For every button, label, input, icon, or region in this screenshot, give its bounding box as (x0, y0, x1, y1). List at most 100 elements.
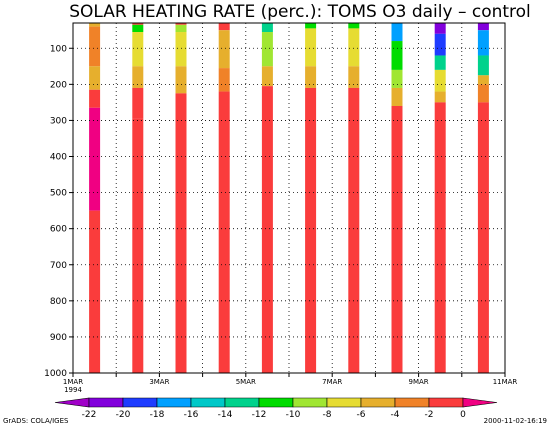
footer-right: 2000-11-02-16:19 (484, 417, 547, 425)
y-tick-label-1: 100 (50, 44, 67, 54)
colorbar-label-3: -18 (150, 410, 165, 420)
y-tick-label-9: 900 (50, 333, 67, 343)
colorbar-label-9: -6 (357, 410, 366, 420)
column-2-band-3 (132, 32, 144, 67)
column-8-band-2 (391, 41, 403, 70)
column-6-band-4 (305, 87, 317, 373)
column-10-band-4 (477, 75, 489, 85)
column-9-band-4 (434, 69, 446, 92)
colorbar-segment-2 (88, 397, 124, 408)
colorbar-label-4: -16 (184, 410, 199, 420)
x-tick-label-6: 11MAR (493, 378, 518, 386)
colorbar-segment-13 (462, 397, 498, 408)
column-2-band-1 (132, 23, 144, 25)
column-3-band-4 (175, 66, 187, 94)
column-8-band-5 (391, 105, 403, 374)
column-1-band-5 (89, 107, 101, 211)
column-5-band-2 (261, 32, 273, 67)
column-4-band-1 (218, 23, 230, 31)
column-8-band-1 (391, 23, 403, 42)
x-tick-label-1: 1MAR (63, 378, 83, 386)
x-axis: 1MAR 3MAR 5MAR 7MAR 9MAR 11MAR 1994 (63, 373, 518, 394)
colorbar-segment-10 (360, 397, 396, 408)
colorbar-label-6: -12 (252, 410, 267, 420)
column-9-band-6 (434, 102, 446, 374)
x-tick-label-2: 3MAR (149, 378, 169, 386)
column-6-band-3 (305, 66, 317, 88)
grid (73, 23, 505, 373)
column-7-band-2 (348, 28, 360, 67)
colorbar-label-10: -4 (391, 410, 400, 420)
column-10-band-5 (477, 84, 489, 103)
column-2-band-5 (132, 87, 144, 119)
column-4-band-4 (218, 91, 230, 373)
colorbar-label-11: -2 (425, 410, 434, 420)
column-5-band-3 (261, 66, 273, 87)
colorbar-label-5: -14 (218, 410, 233, 420)
colorbar-segment-11 (394, 397, 430, 408)
column-10-band-6 (477, 102, 489, 374)
colorbar-segment-9 (326, 397, 362, 408)
column-6-band-1 (305, 23, 317, 29)
column-7-band-4 (348, 87, 360, 373)
column-2-band-2 (132, 24, 144, 33)
column-3-band-2 (175, 24, 187, 33)
column-5-band-1 (261, 23, 273, 33)
colorbar-segment-12 (428, 397, 464, 408)
colorbar-segment-3 (122, 397, 158, 408)
colorbar-label-2: -20 (116, 410, 131, 420)
colorbar-label-12: 0 (460, 410, 466, 420)
column-10-band-3 (477, 55, 489, 76)
y-tick-label-8: 800 (50, 297, 67, 307)
chart-title: SOLAR HEATING RATE (perc.): TOMS O3 dail… (69, 2, 531, 22)
colorbar-label-7: -10 (286, 410, 301, 420)
column-7-band-3 (348, 66, 360, 88)
column-6-band-2 (305, 28, 317, 67)
column-1-band-2 (89, 26, 101, 67)
column-3-band-5 (175, 93, 187, 373)
colorbar-label-1: -22 (82, 410, 97, 420)
colorbar-segment-4 (156, 397, 192, 408)
y-tick-label-6: 600 (50, 225, 67, 235)
y-tick-label-2: 200 (50, 80, 67, 90)
y-tick-label-7: 700 (50, 261, 67, 271)
column-9-band-2 (434, 33, 446, 56)
x-tick-label-5: 9MAR (409, 378, 429, 386)
colorbar-segment-8 (292, 397, 328, 408)
y-tick-label-4: 400 (50, 153, 67, 163)
column-1-band-6 (89, 210, 101, 373)
column-4-band-2 (218, 30, 230, 69)
x-tick-label-3: 5MAR (236, 378, 256, 386)
colorbar: -22 -20 -18 -16 -14 -12 -10 -8 -6 -4 -2 0 (54, 397, 498, 420)
x-tick-label-4: 7MAR (322, 378, 342, 386)
footer-left: GrADS: COLA/IGES (3, 417, 69, 425)
y-tick-label-10: 1000 (44, 369, 67, 379)
column-10-band-1 (477, 23, 489, 31)
y-tick-label-5: 500 (50, 189, 67, 199)
colorbar-segment-5 (190, 397, 226, 408)
y-tick-label-3: 300 (50, 116, 67, 126)
column-8-band-4 (391, 87, 403, 106)
column-9-band-1 (434, 23, 446, 34)
column-3-band-1 (175, 23, 187, 25)
column-1-band-4 (89, 89, 101, 108)
column-1-band-1 (89, 23, 101, 27)
colorbar-segment-6 (224, 397, 260, 408)
column-8-band-3 (391, 69, 403, 88)
column-5-band-4 (261, 86, 273, 373)
column-2-band-4 (132, 66, 144, 88)
colorbar-segment-1 (54, 397, 90, 408)
column-7-band-1 (348, 23, 360, 29)
column-2-band-6 (132, 118, 144, 373)
column-9-band-5 (434, 91, 446, 103)
colorbar-segment-7 (258, 397, 294, 408)
colorbar-label-8: -8 (323, 410, 332, 420)
column-3-band-3 (175, 32, 187, 67)
column-1-band-3 (89, 66, 101, 90)
y-axis: 100 200 300 400 500 600 700 800 900 1000 (44, 44, 73, 379)
x-axis-year-label: 1994 (64, 386, 82, 394)
data-columns (89, 23, 489, 374)
column-9-band-3 (434, 55, 446, 70)
column-4-band-3 (218, 68, 230, 92)
